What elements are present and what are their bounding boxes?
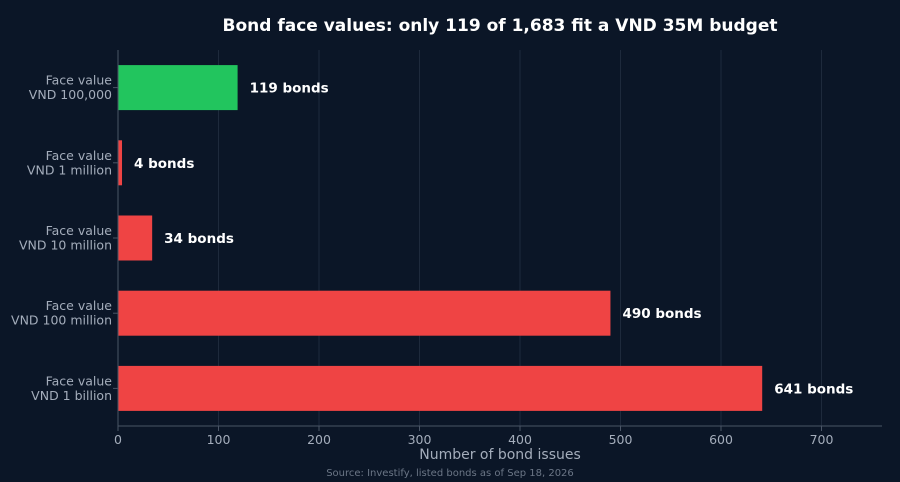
bar: [118, 65, 238, 111]
category-label-line: Face value: [46, 73, 113, 88]
category-label: Face value VND 10 million: [19, 223, 112, 253]
category-label: Face value VND 100,000: [29, 73, 113, 103]
x-axis: 0 100 200 300 400 500 600 700: [113, 50, 882, 447]
bar-value-labels: 119 bonds 4 bonds 34 bonds 490 bonds 641 bon…: [134, 81, 853, 398]
category-label-line: VND 10 million: [19, 238, 112, 253]
x-tick-label: 0: [114, 432, 122, 447]
bar: [118, 140, 123, 186]
bar-value-label: 119 bonds: [250, 81, 329, 97]
category-label-line: Face value: [46, 373, 113, 388]
category-label-line: VND 100,000: [29, 87, 112, 102]
category-label-line: VND 100 million: [11, 313, 112, 328]
category-label-line: Face value: [46, 148, 113, 163]
category-label: Face value VND 1 billion: [31, 373, 112, 403]
x-tick-label: 700: [810, 432, 834, 447]
category-label-line: VND 1 billion: [31, 388, 112, 403]
category-label-line: Face value: [46, 223, 113, 238]
bars: [118, 65, 763, 411]
category-label: Face value VND 1 million: [27, 148, 112, 178]
grid-lines: [117, 50, 822, 426]
category-label-line: Face value: [46, 298, 113, 313]
bar: [118, 215, 153, 261]
bar-value-label: 490 bonds: [622, 306, 701, 322]
bar: [118, 290, 611, 336]
x-tick-label: 300: [408, 432, 432, 447]
x-tick-label: 200: [307, 432, 331, 447]
bar-value-label: 641 bonds: [774, 381, 853, 397]
source-note: Source: Investify, listed bonds as of Se…: [326, 468, 574, 479]
bar-value-label: 4 bonds: [134, 156, 194, 172]
bar: [118, 365, 763, 411]
category-label-line: VND 1 million: [27, 162, 112, 177]
chart-title: Bond face values: only 119 of 1,683 fit …: [223, 16, 778, 36]
x-tick-label: 500: [609, 432, 633, 447]
category-label: Face value VND 100 million: [11, 298, 112, 328]
x-tick-label: 100: [207, 432, 231, 447]
x-axis-title: Number of bond issues: [419, 447, 581, 463]
bar-value-label: 34 bonds: [164, 231, 234, 247]
x-tick-label: 400: [508, 432, 532, 447]
x-tick-label: 600: [709, 432, 733, 447]
